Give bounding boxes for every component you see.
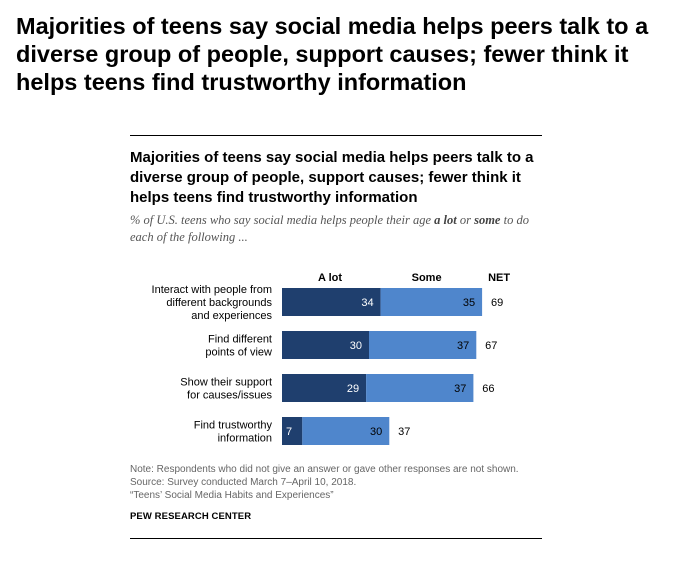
column-header-some: Some (412, 272, 442, 284)
subtitle-part: to do each of the following ... (130, 213, 529, 244)
bar-a-lot (282, 331, 369, 359)
category-label: Show their support (180, 377, 272, 389)
net-value-label: 66 (482, 383, 494, 395)
value-label-some: 37 (457, 340, 469, 352)
pew-research-center-logo: PEW RESEARCH CENTER (130, 511, 252, 522)
bar-a-lot (282, 374, 367, 402)
top-divider (130, 135, 542, 136)
category-label: and experiences (191, 310, 272, 322)
subtitle-part: a lot (434, 213, 457, 227)
bar-some (302, 417, 390, 445)
value-label-a-lot: 29 (347, 383, 359, 395)
category-label: different backgrounds (166, 297, 272, 309)
category-label: Find different (208, 334, 272, 346)
subtitle-part: % of U.S. teens who say social media hel… (130, 213, 435, 227)
bar-some (369, 331, 477, 359)
net-value-label: 67 (485, 340, 497, 352)
chart-notes: Note: Respondents who did not give an an… (130, 463, 550, 502)
value-label-a-lot: 30 (350, 340, 362, 352)
subtitle-part: or (456, 213, 475, 227)
chart-title: Majorities of teens say social media hel… (130, 149, 534, 206)
bar-some (366, 374, 474, 402)
category-label: points of view (205, 347, 272, 359)
category-label: Interact with people from (152, 284, 272, 296)
category-label: for causes/issues (187, 390, 272, 402)
bar-a-lot (282, 288, 381, 316)
bottom-divider (130, 538, 542, 539)
bar-some (380, 288, 483, 316)
category-label: Find trustworthy (194, 420, 273, 432)
value-label-a-lot: 7 (286, 426, 292, 438)
net-value-label: 69 (491, 297, 503, 309)
value-label-a-lot: 34 (361, 297, 373, 309)
value-label-some: 37 (454, 383, 466, 395)
column-header-a-lot: A lot (318, 272, 342, 284)
report-title-text: “Teens’ Social Media Habits and Experien… (130, 490, 334, 501)
column-header-net: NET (488, 272, 510, 284)
page-title: Majorities of teens say social media hel… (16, 13, 649, 95)
bar-a-lot (282, 417, 303, 445)
value-label-some: 35 (463, 297, 475, 309)
net-value-label: 37 (398, 426, 410, 438)
category-label: information (218, 433, 272, 445)
note-text: Note: Respondents who did not give an an… (130, 464, 519, 475)
subtitle-part: some (474, 213, 501, 227)
value-label-some: 30 (370, 426, 382, 438)
source-text: Source: Survey conducted March 7–April 1… (130, 477, 357, 488)
chart-subtitle: % of U.S. teens who say social media hel… (130, 212, 545, 246)
